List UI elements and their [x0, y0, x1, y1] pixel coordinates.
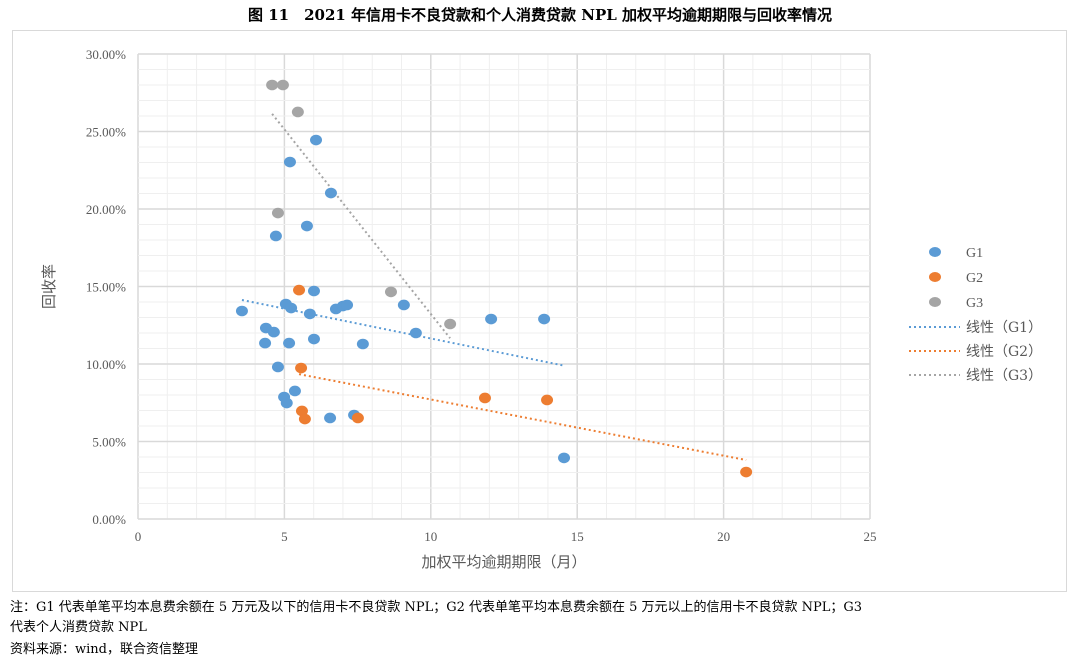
point-g1 [235, 305, 248, 317]
x-axis-label: 加权平均逾期期限（月） [421, 553, 586, 571]
x-tick-label: 20 [717, 529, 730, 544]
y-tick-label: 20.00% [86, 202, 126, 217]
point-g2 [295, 362, 308, 374]
y-tick-label: 5.00% [92, 435, 126, 450]
point-g2 [298, 413, 311, 425]
legend-label-g1: G1 [966, 246, 983, 261]
x-tick-label: 15 [571, 529, 584, 544]
point-g2 [351, 412, 364, 424]
point-g2 [478, 392, 491, 404]
point-g3 [291, 106, 304, 118]
trendline-g3 [271, 113, 451, 339]
point-g3 [384, 286, 397, 298]
y-tick-label: 25.00% [86, 125, 126, 140]
point-g1 [538, 313, 551, 325]
legend-marker-g2 [929, 272, 941, 282]
point-g3 [266, 79, 279, 91]
point-g2 [740, 466, 753, 478]
point-g1 [280, 397, 293, 409]
point-g1 [303, 308, 316, 320]
x-tick-label: 10 [424, 529, 437, 544]
x-tick-label: 25 [864, 529, 877, 544]
point-g3 [444, 318, 457, 330]
x-tick-label: 0 [135, 529, 142, 544]
scatter-chart: 0 5 10 15 20 25 0.00% 5.00% 10.00% 15.00% 20.00% 25… [40, 47, 1042, 571]
y-tick-label: 30.00% [86, 47, 126, 62]
point-g1 [356, 338, 369, 350]
point-g1 [397, 299, 410, 311]
point-g1 [300, 220, 313, 232]
point-g1 [310, 134, 323, 146]
point-g1 [307, 333, 320, 345]
point-g1 [288, 385, 301, 397]
point-g1 [324, 187, 337, 199]
point-g1 [307, 285, 320, 297]
point-g1 [324, 412, 337, 424]
legend-marker-g3 [929, 297, 941, 307]
y-tick-label: 0.00% [92, 512, 126, 527]
source-note: 资料来源：wind，联合资信整理 [10, 642, 198, 657]
footnote-line-1: 注：G1 代表单笔平均本息费余额在 5 万元及以下的信用卡不良贷款 NPL；G2… [10, 600, 863, 615]
point-g1 [409, 327, 422, 339]
point-g3 [276, 79, 289, 91]
legend-trend-label-g2: 线性（G2） [966, 344, 1042, 360]
point-g1 [259, 337, 272, 349]
legend-label-g3: G3 [966, 296, 983, 311]
point-g1 [341, 299, 354, 311]
point-g1 [271, 361, 284, 373]
legend-trend-label-g1: 线性（G1） [966, 320, 1042, 336]
trendline-g2 [298, 373, 747, 461]
point-g1 [485, 313, 498, 325]
point-g1 [283, 337, 296, 349]
point-g2 [295, 405, 308, 417]
y-tick-label: 15.00% [86, 280, 126, 295]
chart-title: 图 11 2021 年信用卡不良贷款和个人消费贷款 NPL 加权平均逾期期限与回… [247, 6, 833, 24]
y-tick-label: 10.00% [86, 357, 126, 372]
point-g1 [283, 156, 296, 168]
point-g2 [293, 284, 306, 296]
point-g1 [558, 452, 571, 464]
y-axis-label: 回收率 [40, 264, 58, 309]
x-tick-label: 5 [281, 529, 288, 544]
legend-trend-label-g3: 线性（G3） [966, 368, 1042, 384]
point-g1 [267, 326, 280, 338]
legend-label-g2: G2 [966, 271, 983, 286]
point-g1 [285, 302, 298, 314]
point-g2 [541, 394, 554, 406]
legend-marker-g1 [929, 247, 941, 257]
footnote-line-2: 代表个人消费贷款 NPL [10, 620, 147, 635]
point-g1 [269, 230, 282, 242]
point-g3 [271, 207, 284, 219]
chart-frame [12, 30, 1067, 592]
